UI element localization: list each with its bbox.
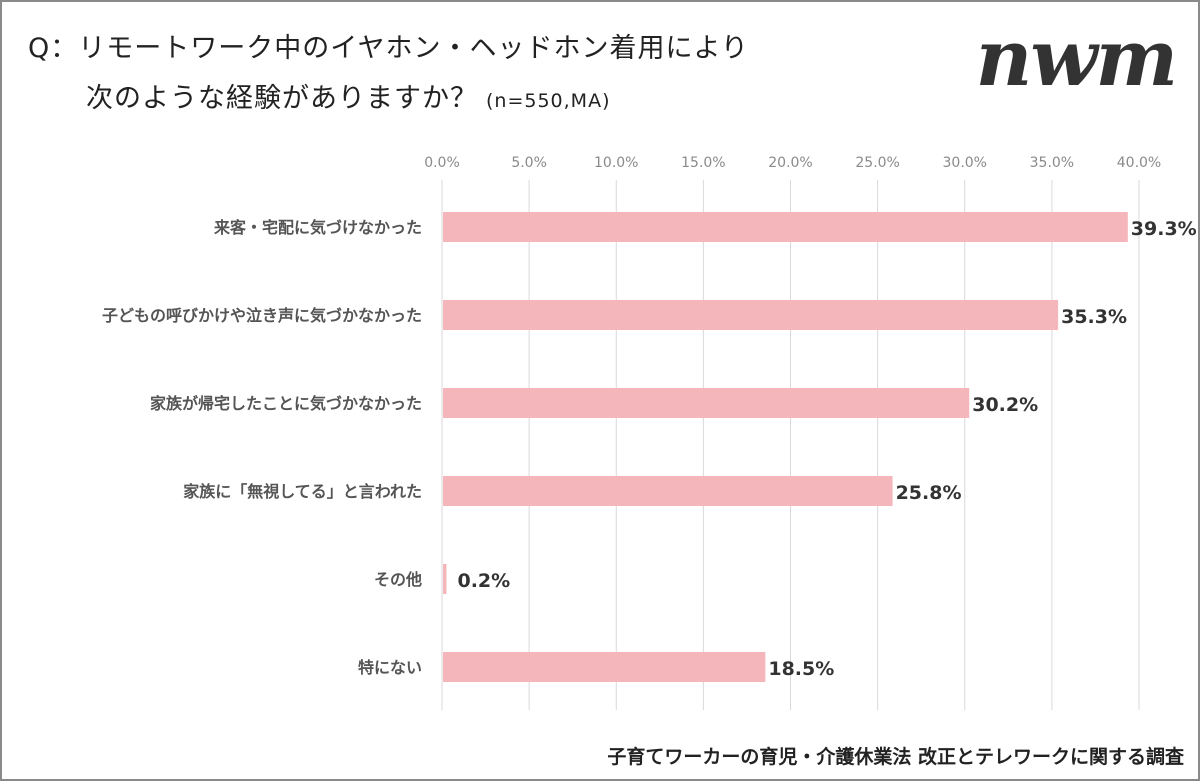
category-label: その他: [374, 570, 422, 589]
bar: [443, 564, 447, 594]
bar: [443, 212, 1128, 242]
title-line2-text: 次のような経験がありますか？: [86, 83, 478, 114]
category-label: 家族に「無視してる」と言われた: [183, 482, 422, 501]
survey-source: 子育てワーカーの育児・介護休業法 改正とテレワークに関する調査: [607, 746, 1184, 768]
value-label: 0.2%: [457, 570, 510, 592]
bar: [443, 300, 1059, 330]
category-label: 子どもの呼びかけや泣き声に気づかなかった: [102, 306, 422, 325]
x-tick-label: 15.0%: [681, 155, 725, 171]
x-tick-label: 10.0%: [594, 155, 638, 171]
category-label: 来客・宅配に気づけなかった: [213, 218, 422, 237]
chart-title-line2: 次のような経験がありますか？ (n=550,MA): [86, 76, 610, 115]
x-tick-label: 5.0%: [511, 155, 547, 171]
category-label: 特にない: [358, 658, 422, 677]
value-label: 18.5%: [768, 658, 834, 680]
value-label: 25.8%: [896, 482, 962, 504]
x-tick-label: 35.0%: [1030, 155, 1074, 171]
bar: [443, 652, 766, 682]
x-tick-label: 20.0%: [768, 155, 812, 171]
bar: [443, 388, 970, 418]
value-label: 35.3%: [1061, 306, 1127, 328]
value-label: 39.3%: [1131, 218, 1197, 240]
chart-title-line1: Q：リモートワーク中のイヤホン・ヘッドホン着用により: [28, 33, 749, 64]
bar: [443, 476, 893, 506]
category-label: 家族が帰宅したことに気づかなかった: [150, 394, 422, 413]
x-tick-label: 25.0%: [855, 155, 899, 171]
sample-note: (n=550,MA): [486, 90, 611, 112]
value-label: 30.2%: [972, 394, 1038, 416]
x-tick-label: 30.0%: [943, 155, 987, 171]
x-tick-label: 40.0%: [1117, 155, 1161, 171]
nwm-logo: nwm: [975, 13, 1178, 104]
x-tick-label: 0.0%: [424, 155, 460, 171]
